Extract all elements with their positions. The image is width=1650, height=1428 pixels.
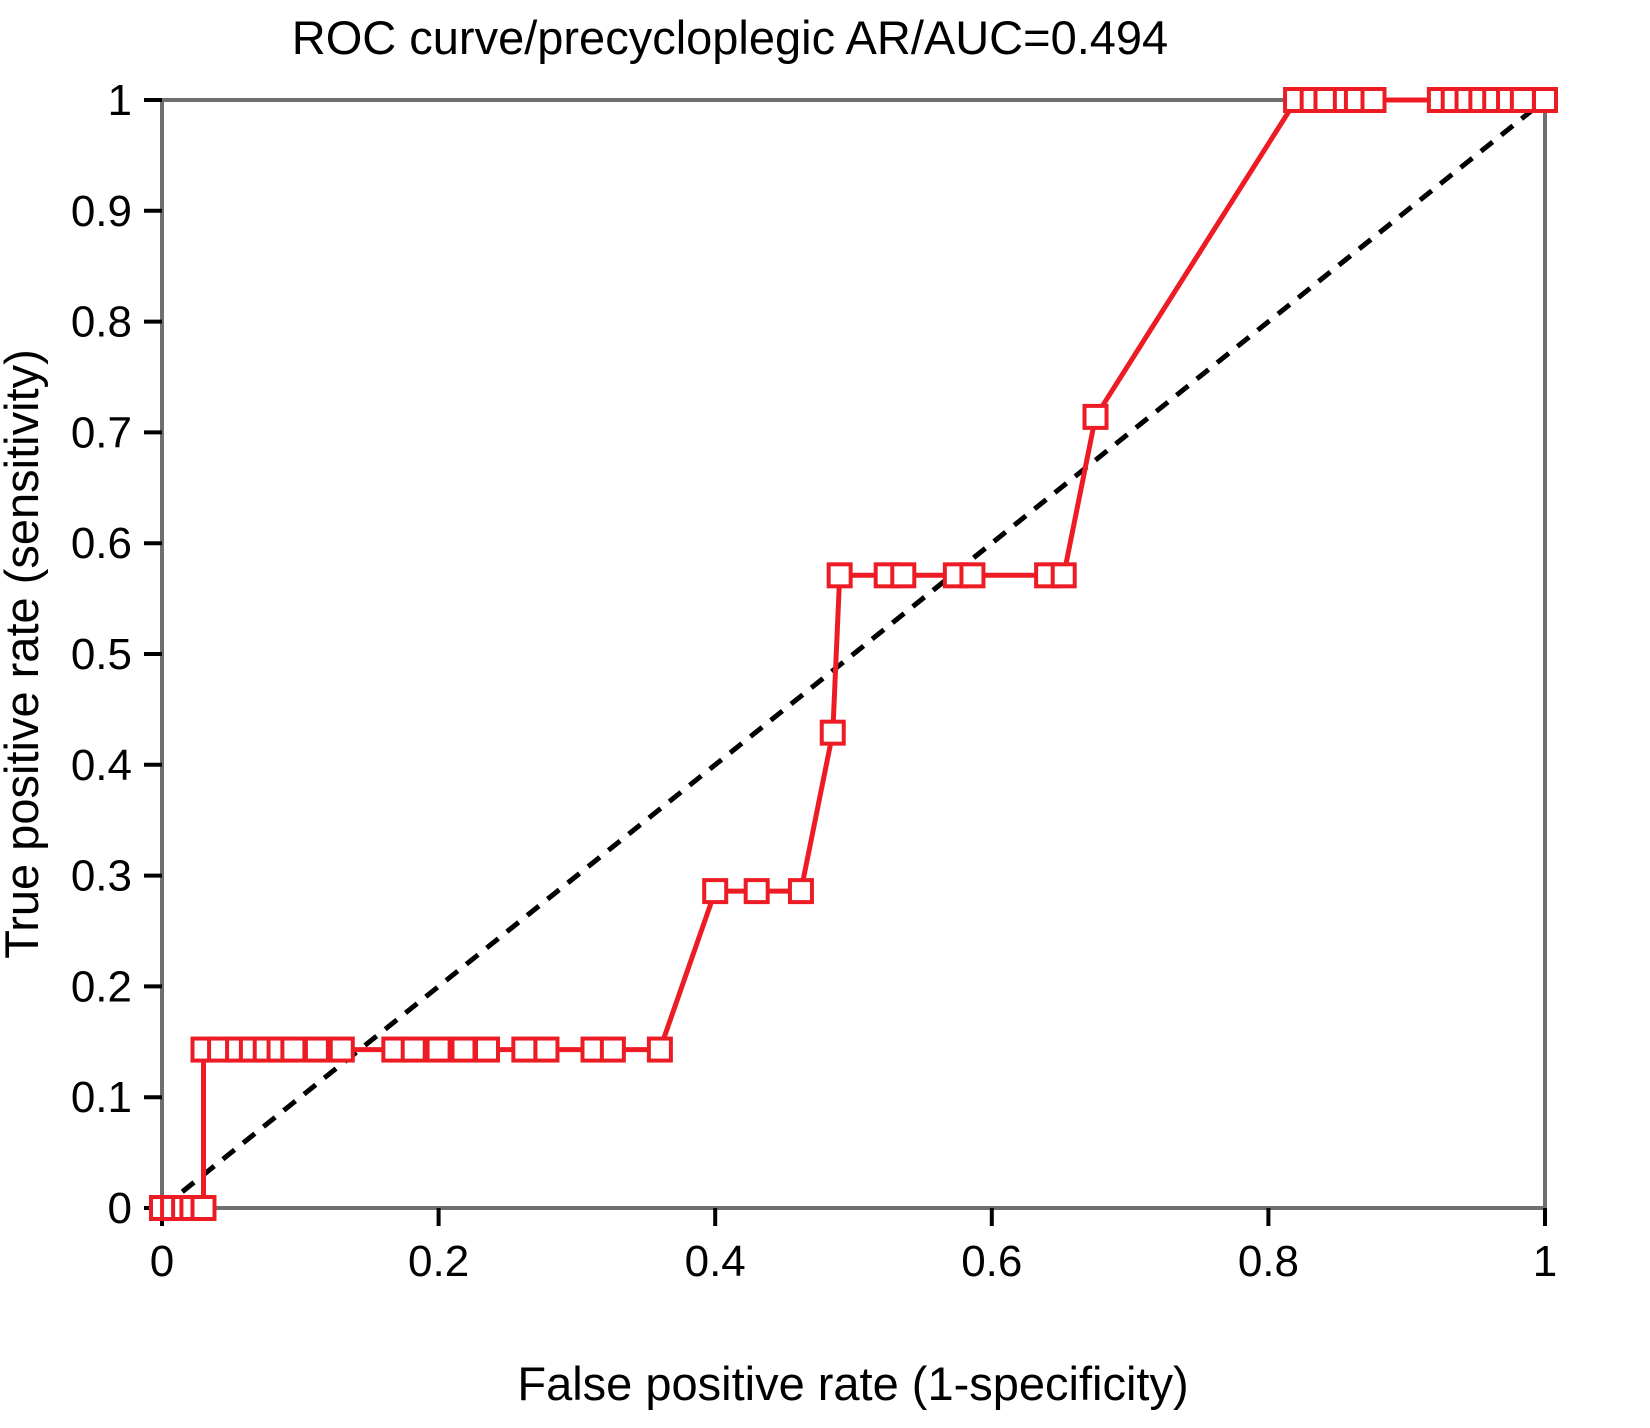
- roc-data-marker: [474, 1036, 501, 1063]
- y-tick-label: 1: [108, 76, 132, 125]
- roc-data-marker: [599, 1036, 626, 1063]
- x-axis-label: False positive rate (1-specificity): [517, 1357, 1188, 1410]
- x-tick-label: 0.2: [408, 1237, 469, 1286]
- chart-title: ROC curve/precycloplegic AR/AUC=0.494: [292, 11, 1168, 64]
- roc-data-marker: [303, 1036, 330, 1063]
- roc-data-marker: [190, 1195, 217, 1221]
- roc-data-marker: [743, 878, 770, 905]
- plot-generated: 0 0.2 0.4 0.6 0.8 1 0 0.1 0.2 0.3 0.4 0.5 0.6 0.7 0.8 0…: [71, 76, 1558, 1286]
- y-tick-label: 0.6: [71, 519, 132, 568]
- x-tick-label: 0: [150, 1237, 174, 1286]
- x-tick-label: 1: [1533, 1237, 1557, 1286]
- y-tick-label: 0.7: [71, 408, 132, 457]
- roc-data-marker: [646, 1036, 673, 1063]
- roc-data-marker: [400, 1036, 427, 1063]
- roc-data-marker: [1082, 403, 1109, 430]
- y-axis-label: True positive rate (sensitivity): [0, 349, 48, 958]
- x-tick-label: 0.6: [961, 1237, 1022, 1286]
- x-tick-label: 0.8: [1238, 1237, 1299, 1286]
- roc-data-marker: [1050, 562, 1077, 589]
- roc-data-marker: [533, 1036, 560, 1063]
- y-tick-label: 0: [108, 1184, 132, 1233]
- diagonal-reference-line: [160, 98, 1547, 1210]
- x-tick-label: 0.4: [685, 1237, 746, 1286]
- roc-data-marker: [1509, 87, 1536, 113]
- roc-data-marker: [959, 562, 986, 589]
- y-tick-label: 0.1: [71, 1073, 132, 1122]
- y-tick-label: 0.2: [71, 962, 132, 1011]
- roc-data-marker: [1360, 87, 1387, 113]
- roc-data-marker: [280, 1036, 307, 1063]
- y-tick-label: 0.5: [71, 630, 132, 679]
- y-tick-label: 0.8: [71, 298, 132, 347]
- roc-data-marker: [819, 719, 846, 746]
- roc-data-marker: [450, 1036, 477, 1063]
- roc-data-marker: [826, 562, 853, 589]
- roc-data-marker: [511, 1036, 538, 1063]
- roc-data-marker: [425, 1036, 452, 1063]
- roc-data-marker: [1532, 87, 1558, 113]
- roc-data-marker: [890, 562, 917, 589]
- y-tick-label: 0.4: [71, 741, 132, 790]
- y-tick-label: 0.3: [71, 852, 132, 901]
- roc-data-marker: [702, 878, 729, 905]
- roc-data-marker: [787, 878, 814, 905]
- roc-data-marker: [328, 1036, 355, 1063]
- y-tick-label: 0.9: [71, 187, 132, 236]
